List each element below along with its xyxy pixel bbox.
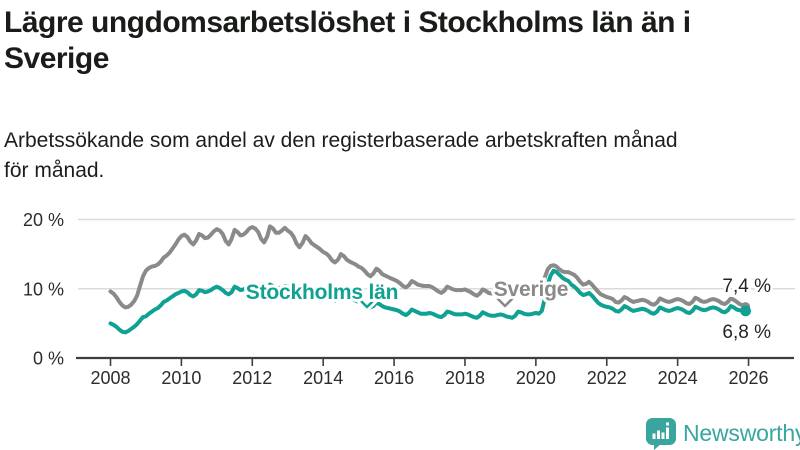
x-tick-label: 2014 [303,368,343,388]
series-line-sverige [108,224,748,310]
x-tick-label: 2022 [587,368,627,388]
page-title-line1: Lägre ungdomsarbetslöshet i Stockholms l… [4,6,691,39]
x-tick-label: 2018 [445,368,485,388]
end-value-label-stockholms-lan: 6,8 % [722,322,771,343]
y-tick-label: 20 % [23,210,64,230]
x-tick-label: 2012 [232,368,272,388]
brand-footer: Newsworthy [645,417,800,450]
series-line-stockholms-lan [108,268,748,335]
x-tick-label: 2020 [516,368,556,388]
series-label-sverige: Sverige [494,278,568,301]
series-end-dot-stockholms-lan [740,305,751,317]
brand-name: Newsworthy [683,420,800,446]
x-tick-label: 2024 [658,368,698,388]
series-caret-icon [496,297,514,308]
newsworthy-logo-icon [646,418,676,450]
x-tick-label: 2026 [729,368,769,388]
page-subtitle: Arbetssökande som andel av den registerb… [4,126,794,186]
x-tick-label: 2016 [374,368,414,388]
end-value-label-sverige: 7,4 % [722,276,771,297]
chart-axis: 2008 2010 2012 2014 2016 2018 2020 2022 2024 2026… [23,210,794,388]
y-tick-label: 10 % [23,279,64,299]
x-tick-label: 2010 [161,368,201,388]
chart-grid [78,218,795,290]
series-label-stockholms-lan: Stockholms län [246,281,398,304]
x-tick-label: 2008 [90,368,130,388]
page-subtitle-line2: för månad. [4,159,105,182]
chart-series [108,224,748,335]
page-title-line2: Sverige [4,42,109,75]
page-title: Lägre ungdomsarbetslöshet i Stockholms l… [4,5,796,77]
chart-annotations: Sverige Stockholms län 7,4 % 6,8 % [243,274,774,346]
page-subtitle-line1: Arbetssökande som andel av den registerb… [4,129,678,152]
y-tick-label: 0 % [33,349,64,369]
series-caret-icon [358,298,376,309]
